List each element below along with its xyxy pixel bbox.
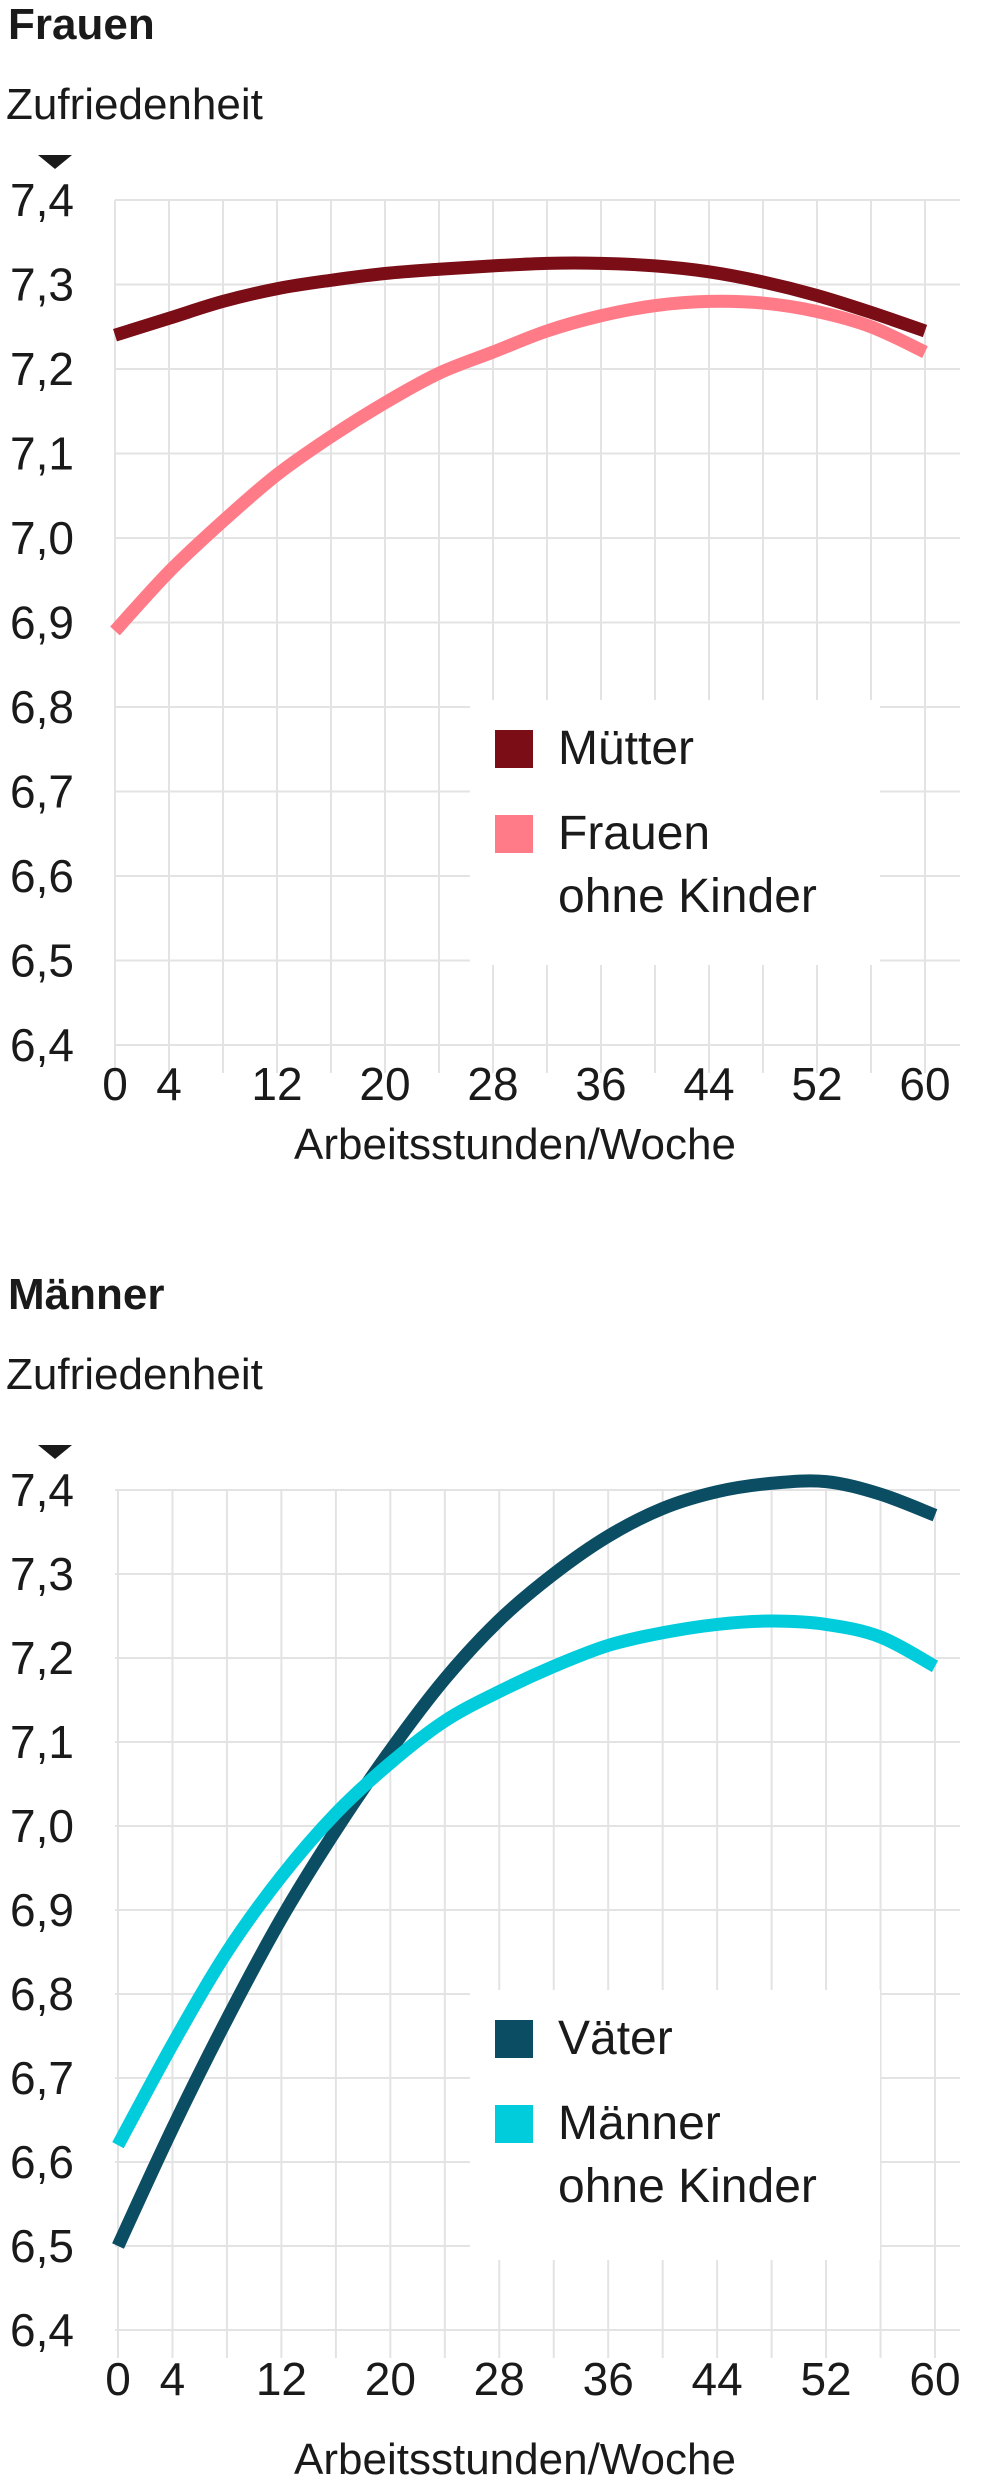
- chart-title: Männer: [8, 1270, 165, 1319]
- chart-panel-maenner: 7,4 7,3 7,2 7,1 7,0 6,9 6,8 6,7 6,6 6,5 6,4 0 4 12 20 2…: [0, 1270, 1000, 2484]
- legend-label: Väter: [558, 2012, 673, 2065]
- legend-swatch: [495, 2020, 533, 2058]
- y-tick-label: 6,9: [10, 1884, 74, 1936]
- y-tick-label: 7,2: [10, 1632, 74, 1684]
- chart-plot: 7,4 7,3 7,2 7,1 7,0 6,9 6,8 6,7 6,6 6,5 6,4 0 4 12 20 2…: [10, 1445, 961, 2405]
- y-tick-label: 6,5: [10, 935, 74, 987]
- legend-label: ohne Kinder: [558, 2160, 817, 2213]
- x-tick-label: 52: [791, 1058, 842, 1110]
- x-tick-label: 52: [800, 2353, 851, 2405]
- y-tick-label: 7,4: [10, 174, 74, 226]
- legend-background: [470, 700, 880, 965]
- y-tick-label: 6,4: [10, 1019, 74, 1071]
- x-tick-label: 20: [359, 1058, 410, 1110]
- legend: Väter Männer ohne Kinder: [470, 1990, 880, 2260]
- y-tick-label: 7,2: [10, 343, 74, 395]
- chart-panel-frauen: 7,4 7,3 7,2 7,1 7,0 6,9 6,8 6,7 6,6 6,5 6,4 0 4 12 20 2…: [6, 0, 960, 1169]
- legend-label: Frauen: [558, 807, 710, 860]
- y-axis-arrow-icon: [38, 1445, 72, 1459]
- y-tick-label: 6,8: [10, 1968, 74, 2020]
- y-tick-label: 6,9: [10, 597, 74, 649]
- series-line: [110, 294, 928, 636]
- legend-swatch: [495, 730, 533, 768]
- y-tick-label: 7,1: [10, 1716, 74, 1768]
- y-tick-label: 7,4: [10, 1464, 74, 1516]
- series-line: [113, 256, 928, 342]
- x-tick-label: 12: [256, 2353, 307, 2405]
- legend-label: Männer: [558, 2097, 721, 2150]
- y-tick-label: 6,4: [10, 2304, 74, 2356]
- y-axis-label: Zufriedenheit: [6, 1350, 263, 1399]
- x-tick-label: 0: [102, 1058, 128, 1110]
- series-line: [112, 1474, 938, 2249]
- x-tick-label: 60: [899, 1058, 950, 1110]
- x-tick-label: 4: [160, 2353, 186, 2405]
- y-tick-label: 6,5: [10, 2220, 74, 2272]
- x-tick-label: 4: [156, 1058, 182, 1110]
- x-tick-label: 28: [474, 2353, 525, 2405]
- y-tick-label: 6,6: [10, 850, 74, 902]
- legend-label: ohne Kinder: [558, 870, 817, 923]
- y-axis-label: Zufriedenheit: [6, 80, 263, 129]
- x-tick-label: 36: [583, 2353, 634, 2405]
- chart-title: Frauen: [8, 0, 155, 49]
- legend: Mütter Frauen ohne Kinder: [470, 700, 880, 965]
- x-tick-label: 44: [692, 2353, 743, 2405]
- y-axis-arrow-icon: [38, 155, 72, 169]
- y-tick-label: 7,1: [10, 428, 74, 480]
- y-tick-label: 6,6: [10, 2136, 74, 2188]
- y-tick-label: 6,7: [10, 2052, 74, 2104]
- y-tick-label: 6,8: [10, 681, 74, 733]
- x-tick-label: 28: [467, 1058, 518, 1110]
- x-tick-label: 44: [683, 1058, 734, 1110]
- legend-background: [470, 1990, 880, 2260]
- series-line: [112, 1614, 939, 2149]
- x-tick-label: 36: [575, 1058, 626, 1110]
- chart-plot: 7,4 7,3 7,2 7,1 7,0 6,9 6,8 6,7 6,6 6,5 6,4 0 4 12 20 2…: [10, 155, 960, 1110]
- y-tick-label: 6,7: [10, 766, 74, 818]
- y-tick-label: 7,3: [10, 1548, 74, 1600]
- legend-swatch: [495, 815, 533, 853]
- x-axis-label: Arbeitsstunden/Woche: [294, 1120, 736, 1169]
- y-tick-label: 7,3: [10, 259, 74, 311]
- x-tick-label: 12: [251, 1058, 302, 1110]
- x-tick-label: 0: [105, 2353, 131, 2405]
- y-tick-label: 7,0: [10, 512, 74, 564]
- y-tick-label: 7,0: [10, 1800, 74, 1852]
- x-axis-label: Arbeitsstunden/Woche: [294, 2435, 736, 2484]
- legend-swatch: [495, 2105, 533, 2143]
- legend-label: Mütter: [558, 722, 694, 775]
- x-tick-label: 60: [909, 2353, 960, 2405]
- x-tick-label: 20: [365, 2353, 416, 2405]
